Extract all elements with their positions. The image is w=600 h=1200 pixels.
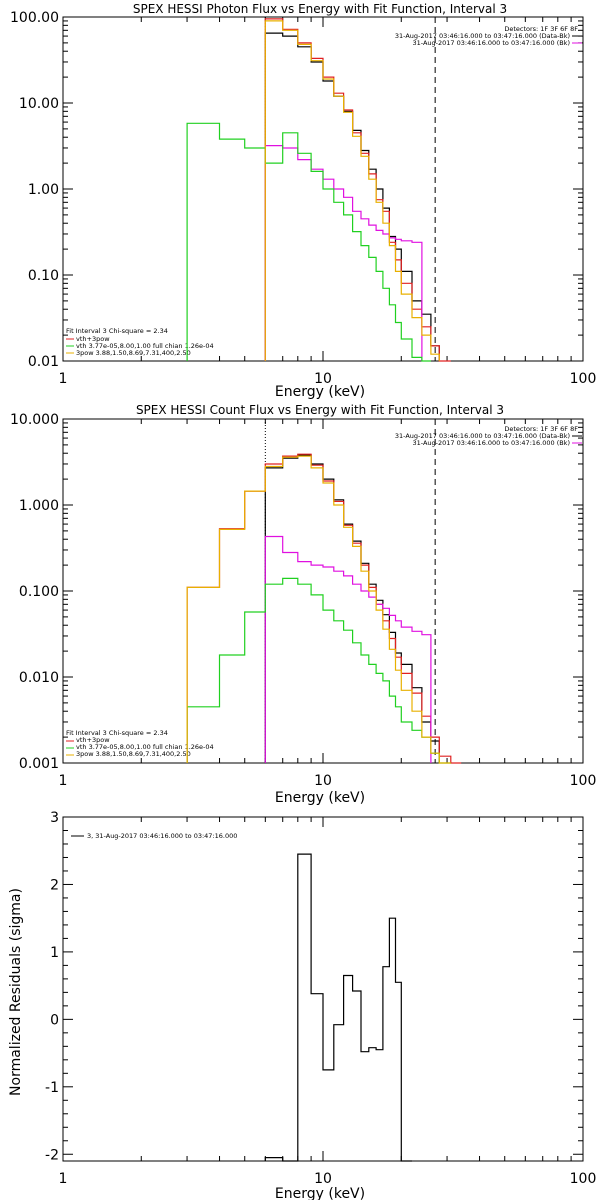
series-line-1 [264, 18, 451, 362]
y-tick-label: 0.100 [19, 584, 59, 600]
y-tick-label: 100.00 [10, 10, 59, 26]
x-tick-label: 1 [59, 773, 68, 789]
photon-flux-xlabel: Energy (keV) [275, 384, 365, 400]
axes-frame [62, 816, 584, 1162]
pow-params-label: 3pow 3.88,1.50,8.69,7.31,400,2.50 [76, 349, 191, 357]
y-tick-label: 0.010 [19, 670, 59, 686]
fit-interval-label-2: Fit Interval 3 Chi-square = 2.34 [66, 729, 168, 737]
fit-interval-label: Fit Interval 3 Chi-square = 2.34 [66, 327, 168, 335]
residuals-xlabel: Energy (keV) [275, 1186, 365, 1200]
y-tick-label: 10.00 [19, 96, 59, 112]
x-tick-label: 1 [59, 1171, 68, 1187]
y-tick-label: 0.10 [28, 268, 59, 284]
y-tick-label: 10.000 [10, 412, 59, 428]
x-tick-label: 100 [570, 371, 597, 387]
x-tick-label: 100 [570, 1171, 597, 1187]
pow-params-label-2: 3pow 3.88,1.50,8.69,7.31,400,2.50 [76, 750, 191, 758]
y-tick-label: 0.01 [28, 354, 59, 370]
y-tick-label: 2 [50, 877, 59, 893]
x-tick-label: 100 [570, 773, 597, 789]
y-tick-label: 1.000 [19, 498, 59, 514]
series-line-2 [264, 145, 423, 361]
y-tick-label: 1 [50, 945, 59, 961]
photon-flux-fit-legend: Fit Interval 3 Chi-square = 2.34 vth+3po… [66, 327, 214, 357]
x-tick-label: 10 [314, 371, 332, 387]
detectors-label-2: Detectors: 1F 3F 6F 8F [504, 425, 578, 433]
vth-params-label-2: vth 3.77e-05,8.00,1.00 full chian 1.26e-… [76, 743, 214, 751]
bk-label-2: 31-Aug-2017 03:46:16.000 to 03:47:16.000… [413, 439, 570, 447]
fit-function-label-2: vth+3pow [76, 736, 110, 744]
series-line-1 [186, 453, 462, 764]
series-line-4 [186, 455, 451, 764]
y-tick-label: -2 [45, 1147, 59, 1163]
y-tick-label: -1 [45, 1080, 59, 1096]
y-tick-label: 0 [50, 1012, 59, 1028]
detectors-label: Detectors: 1F 3F 6F 8F [504, 25, 578, 33]
photon-flux-title: SPEX HESSI Photon Flux vs Energy with Fi… [133, 2, 507, 16]
series-line-3 [186, 577, 451, 764]
residuals-legend-label: 3, 31-Aug-2017 03:46:16.000 to 03:47:16.… [87, 832, 237, 840]
series-line-2 [264, 535, 432, 763]
vth-params-label: vth 3.77e-05,8.00,1.00 full chian 1.26e-… [76, 342, 214, 350]
data-bk-label-2: 31-Aug-2017 03:46:16.000 to 03:47:16.000… [395, 432, 570, 440]
series-line-0 [264, 853, 412, 1162]
bk-label: 31-Aug-2017 03:46:16.000 to 03:47:16.000… [413, 39, 570, 47]
x-tick-label: 1 [59, 371, 68, 387]
count-flux-fit-legend: Fit Interval 3 Chi-square = 2.34 vth+3po… [66, 729, 214, 758]
residuals-ylabel: Normalized Residuals (sigma) [8, 888, 24, 1096]
y-tick-label: 3 [50, 810, 59, 826]
x-tick-label: 10 [314, 1171, 332, 1187]
y-tick-label: 0.001 [19, 756, 59, 772]
photon-flux-header: Detectors: 1F 3F 6F 8F 31-Aug-2017 03:46… [395, 25, 578, 47]
series-line-4 [264, 20, 440, 361]
count-flux-header: Detectors: 1F 3F 6F 8F 31-Aug-2017 03:46… [395, 425, 578, 447]
x-tick-label: 10 [314, 773, 332, 789]
fit-function-label: vth+3pow [76, 335, 110, 343]
count-flux-title: SPEX HESSI Count Flux vs Energy with Fit… [136, 403, 504, 417]
count-flux-xlabel: Energy (keV) [275, 790, 365, 806]
photon-flux-panel: SPEX HESSI Photon Flux vs Energy with Fi… [10, 2, 596, 400]
series-line-0 [264, 454, 440, 763]
data-bk-label: 31-Aug-2017 03:46:16.000 to 03:47:16.000… [395, 32, 570, 40]
residuals-panel: Energy (keV) Normalized Residuals (sigma… [8, 810, 596, 1200]
count-flux-panel: SPEX HESSI Count Flux vs Energy with Fit… [10, 403, 596, 806]
y-tick-label: 1.00 [28, 182, 59, 198]
